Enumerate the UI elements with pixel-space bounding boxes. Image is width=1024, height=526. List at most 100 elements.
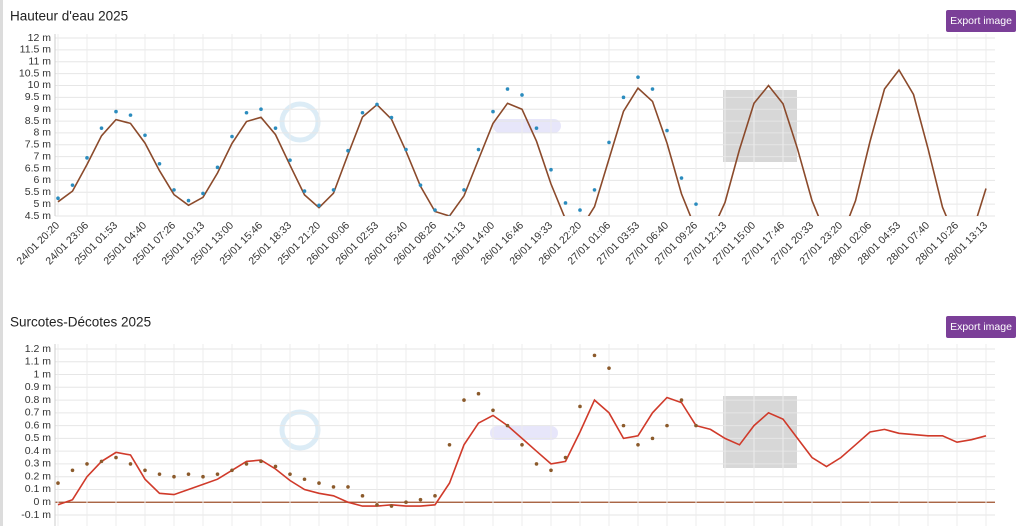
data-point [288, 158, 292, 163]
y-tick-label: 5 m [33, 198, 51, 210]
data-point [505, 423, 510, 428]
data-point [694, 423, 698, 428]
data-point [694, 202, 698, 206]
data-point [56, 196, 60, 200]
y-tick-label: 10.5 m [19, 67, 51, 79]
data-point [520, 442, 524, 447]
y-tick-label: 8 m [33, 127, 51, 139]
chart-title: Hauteur d'eau 2025 [10, 9, 128, 24]
data-point [360, 494, 365, 498]
y-tick-label: 0.2 m [25, 470, 52, 482]
y-tick-label: 0.7 m [25, 407, 52, 419]
plot [56, 68, 987, 216]
export-button-bg[interactable] [946, 10, 1016, 32]
data-point [665, 128, 669, 133]
y-tick-label: 9.5 m [25, 91, 52, 103]
export-button-bg[interactable] [946, 316, 1016, 338]
data-point [549, 468, 553, 473]
data-point [607, 366, 611, 370]
data-point [578, 208, 582, 212]
data-point [592, 353, 597, 358]
export-button[interactable]: Export image [946, 10, 1016, 32]
data-point [85, 462, 89, 466]
y-tick-label: 11.5 m [20, 44, 52, 56]
data-point [462, 188, 466, 192]
data-point [346, 148, 350, 153]
data-point [563, 455, 568, 460]
data-point [70, 468, 75, 473]
data-point [128, 113, 133, 117]
y-tick-label: 9 m [33, 103, 51, 115]
logo [723, 90, 797, 162]
y-tick-label: 11 m [28, 56, 51, 68]
data-point [201, 191, 205, 196]
y-tick-label: 12 m [28, 32, 52, 44]
logo [279, 409, 321, 451]
data-point [99, 126, 104, 130]
data-point [302, 477, 307, 482]
data-point [186, 198, 191, 203]
data-point [273, 126, 278, 130]
data-point [592, 188, 597, 192]
data-point [317, 481, 321, 485]
logo [723, 396, 797, 468]
data-point [215, 472, 220, 476]
data-point [317, 203, 321, 208]
y-tick-label: 0.1 m [25, 483, 52, 495]
y-tick-label: 0.9 m [25, 381, 52, 393]
data-point [201, 474, 205, 479]
logo [279, 101, 321, 143]
data-point [650, 436, 655, 441]
data-point [418, 183, 423, 187]
y-tick-label: 0 m [33, 496, 51, 508]
data-point [259, 459, 263, 464]
y-tick-label: 10 m [28, 79, 52, 91]
data-point [404, 147, 408, 152]
data-point [157, 472, 162, 476]
data-point [172, 474, 176, 479]
data-point [563, 201, 568, 205]
export-button-label[interactable]: Export image [950, 15, 1012, 27]
data-point [215, 165, 220, 170]
data-point [534, 462, 539, 466]
data-point [491, 109, 495, 114]
data-point [389, 504, 394, 508]
data-point [447, 442, 452, 447]
data-point [375, 102, 379, 107]
data-point [650, 87, 655, 91]
y-tick-label: 6 m [33, 174, 51, 186]
data-point [273, 464, 278, 469]
data-point [418, 497, 423, 502]
data-point [259, 107, 263, 111]
logo [493, 119, 561, 133]
data-point [665, 423, 669, 428]
side-bar [0, 0, 3, 526]
data-point [476, 147, 481, 152]
data-point [505, 87, 510, 91]
export-button[interactable]: Export image [946, 316, 1016, 338]
series-line [57, 396, 987, 507]
data-point [433, 208, 437, 212]
data-point [70, 183, 75, 187]
data-point [346, 485, 350, 489]
data-point [128, 462, 133, 466]
y-tick-label: 1.1 m [25, 356, 52, 368]
data-point [621, 95, 626, 100]
y-tick-label: 1 m [33, 368, 51, 380]
data-point [331, 188, 336, 192]
data-point [389, 115, 394, 120]
data-point [534, 126, 539, 130]
data-point [172, 188, 176, 192]
y-tick-label: 7.5 m [25, 139, 52, 151]
export-button-label[interactable]: Export image [950, 321, 1012, 333]
data-point [56, 481, 60, 485]
data-point [143, 468, 147, 473]
data-point [360, 110, 365, 115]
y-tick-label: 5.5 m [25, 186, 52, 198]
data-point [636, 442, 640, 447]
y-tick-label: 0.5 m [25, 432, 52, 444]
y-tick-label: 0.6 m [25, 419, 52, 431]
data-point [679, 176, 684, 180]
watermarks [279, 90, 797, 468]
data-point [114, 455, 118, 460]
